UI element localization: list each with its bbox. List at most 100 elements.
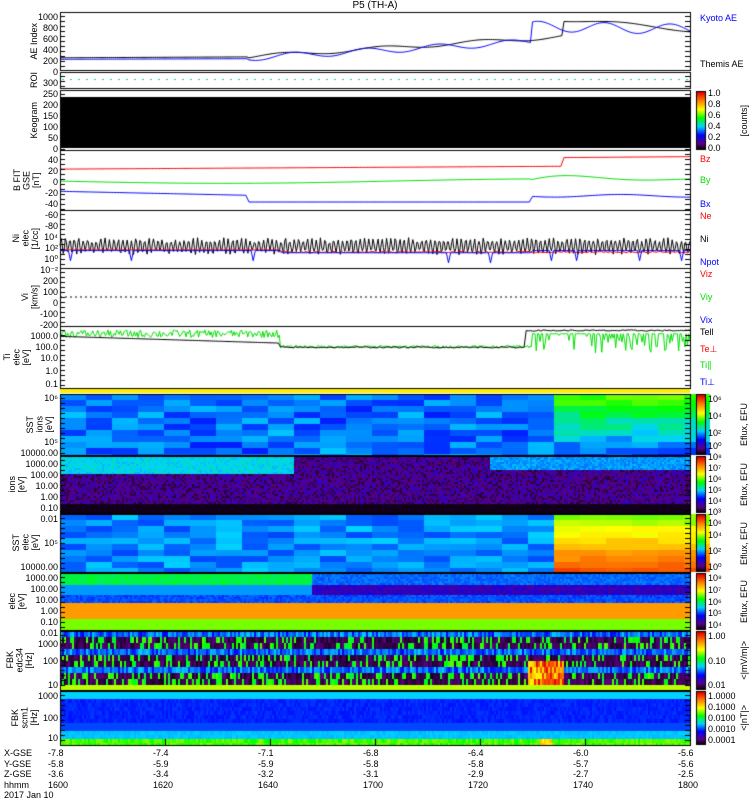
x-axis-value: -5.6: [678, 748, 694, 758]
x-axis-value: -5.8: [468, 758, 484, 769]
colorbar-tick-label: 0.2: [708, 131, 721, 142]
y-tick-label: 10⁰: [44, 254, 58, 264]
colorbar-tick-label: 10³: [708, 507, 722, 517]
colorbar-tick-label: 0.1000: [708, 702, 736, 712]
y-tick-label: 10⁶: [44, 393, 58, 403]
colorbar-label: [counts]: [739, 104, 749, 137]
x-axis-value: 1700: [363, 779, 384, 790]
y-tick-label: 1000.00: [25, 573, 58, 584]
x-axis-value: -5.6: [678, 758, 694, 769]
x-axis-value: -2.9: [468, 769, 484, 779]
legend-ti: Ti∥: [700, 360, 712, 371]
colorbar-tick-label: 0.0: [708, 142, 721, 153]
y-tick-label: 10⁻²: [40, 265, 58, 275]
y-tick-label: 0.10: [40, 617, 58, 628]
colorbar-tick-label: 10⁵: [708, 485, 722, 495]
y-tick-label: 10²: [44, 243, 58, 253]
x-axis-value: -7.4: [153, 748, 169, 758]
y-tick-label: 0: [52, 67, 58, 77]
y-axis-label-line: [Hz]: [24, 652, 34, 669]
y-tick-label: 200: [42, 276, 58, 286]
colorbar-tick-label: 10⁵: [708, 608, 722, 619]
y-tick-label: 10: [47, 733, 58, 743]
y-tick-label: 0.1: [45, 379, 58, 389]
y-tick-label: 10.00: [35, 595, 58, 606]
y-tick-label: 300: [42, 78, 58, 88]
y-axis-label-line: [eV]: [21, 348, 31, 365]
legend-ne: Ne: [700, 211, 712, 221]
colorbar-tick-label: 10⁷: [708, 584, 722, 595]
y-axis-label-temperature: Ti elec [eV]: [2, 348, 32, 366]
legend-themisae: Themis AE: [700, 59, 744, 69]
y-tick-label: 100: [42, 122, 58, 132]
colorbar-label: Eflux, EFU: [739, 580, 749, 624]
colorbar-tick-label: 0.10: [708, 655, 726, 666]
legend-bz: Bz: [700, 153, 711, 164]
y-tick-label: 10000.00: [20, 562, 58, 573]
y-tick-label: 800: [42, 23, 58, 33]
x-axis-value: -6.0: [573, 748, 589, 758]
colorbar-tick-label: 10⁰: [708, 441, 722, 451]
y-axis-label-density: Ni elec [1/cc]: [11, 228, 41, 250]
y-tick-label: 200: [42, 100, 58, 110]
colorbar-tick-label: 10⁴: [708, 620, 722, 630]
colorbar-tick-label: 10⁸: [708, 573, 722, 583]
y-tick-label: 100.0: [35, 342, 58, 352]
y-tick-label: 10.0: [40, 353, 58, 363]
y-tick-label: 40: [47, 155, 58, 165]
y-axis-label-roi: ROI: [29, 72, 40, 89]
y-tick-label: 100: [42, 287, 58, 297]
y-tick-label: 600: [42, 34, 58, 44]
colorbar-tick-label: 0.0010: [708, 724, 736, 734]
y-axis-label-fbk-edc: FBK edc34 [Hz]: [5, 648, 35, 673]
x-axis-value: -5.7: [573, 758, 589, 769]
legend-ni: Ni: [700, 234, 709, 244]
y-axis-label-fbk-scm: FBK scm1 [Hz]: [10, 707, 40, 729]
colorbar-label: <|nT|>: [739, 705, 749, 731]
y-tick-label: 0: [52, 298, 58, 308]
y-axis-label-line: AE Index: [29, 22, 39, 60]
y-tick-label: 150: [42, 111, 58, 121]
legend-te: Te⊥: [700, 343, 718, 354]
colorbar-tick-label: 10²: [708, 428, 722, 438]
x-axis-value: -2.5: [678, 769, 694, 779]
y-tick-label: 200: [42, 56, 58, 66]
y-tick-label: -200: [39, 320, 58, 330]
x-axis-value: -6.8: [363, 748, 379, 758]
y-axis-label-line: ROI: [29, 72, 39, 89]
x-axis-value: 1720: [468, 779, 489, 790]
y-axis-label-esa-elec: elec [eV]: [7, 593, 27, 610]
colorbar-label: Eflux, EFU: [739, 463, 749, 507]
colorbar-tick-label: 10⁴: [708, 411, 722, 421]
colorbar-tick-label: 10⁰: [708, 562, 722, 572]
y-axis-label-velocity: Vi [km/s]: [20, 285, 40, 309]
colorbar-tick-label: 10⁶: [708, 596, 722, 607]
x-axis-value: -3.6: [48, 769, 64, 779]
x-axis-value: 1600: [48, 779, 69, 790]
y-tick-label: 250: [42, 89, 58, 99]
y-axis-label-sst-elec: SST elec [eV]: [11, 534, 41, 552]
y-tick-label: 10⁵: [44, 538, 58, 548]
y-axis-label-sst-ion: SST ions [eV]: [25, 416, 55, 434]
legend-viz: Viz: [700, 269, 713, 279]
y-tick-label: 50: [47, 133, 58, 143]
y-tick-label: 1.00: [40, 491, 58, 502]
y-tick-label: 10⁴: [44, 232, 58, 242]
x-axis-value: -5.8: [363, 758, 379, 769]
x-axis-value: 1800: [678, 779, 699, 790]
y-tick-label: -20: [44, 188, 58, 198]
y-tick-label: 0.01: [40, 513, 58, 524]
y-axis-label-line: [km/s]: [29, 285, 40, 309]
x-axis-value: -5.9: [258, 758, 274, 769]
y-tick-label: 10⁵: [44, 436, 58, 447]
y-tick-label: 1.0: [45, 365, 58, 376]
legend-ti: Ti⊥: [700, 377, 716, 387]
legend-npot: Npot: [700, 257, 720, 267]
x-axis-row-label: Y-GSE: [4, 758, 32, 769]
colorbar-tick-label: 10⁴: [708, 496, 722, 506]
y-tick-label: 0: [52, 177, 58, 187]
legend-viy: Viy: [700, 292, 713, 302]
x-axis-value: 1620: [153, 779, 174, 790]
